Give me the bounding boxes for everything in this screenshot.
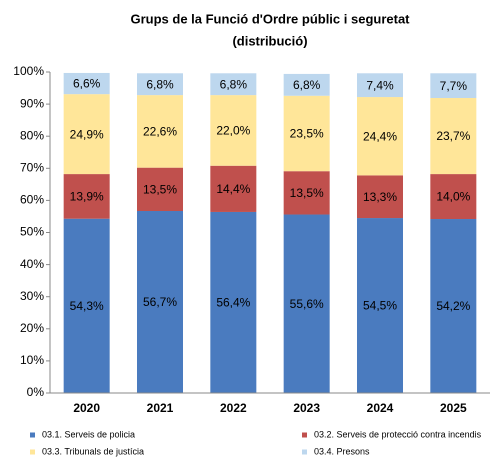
data-label: 6,6% xyxy=(73,77,101,91)
bar-segment xyxy=(210,211,257,393)
legend-swatch xyxy=(30,432,35,438)
x-tick-label: 2020 xyxy=(73,401,100,415)
data-label: 23,7% xyxy=(436,129,470,143)
bar-segment xyxy=(137,73,183,96)
x-tick-label: 2023 xyxy=(293,401,320,415)
data-label: 13,3% xyxy=(363,190,397,204)
y-tick-label: 60% xyxy=(20,193,44,207)
y-tick-label: 0% xyxy=(27,385,45,399)
bar-segment xyxy=(63,94,110,175)
data-label: 54,5% xyxy=(363,299,397,313)
data-label: 24,9% xyxy=(70,127,104,141)
y-tick-label: 50% xyxy=(20,225,44,239)
bar-segment xyxy=(210,73,257,96)
y-tick-label: 10% xyxy=(20,353,44,367)
data-label: 54,3% xyxy=(70,299,104,313)
bar-segment xyxy=(137,167,183,211)
bar-segment xyxy=(357,175,403,219)
data-label: 56,7% xyxy=(143,295,177,309)
data-label: 22,0% xyxy=(216,124,250,138)
data-label: 14,0% xyxy=(436,190,470,204)
data-label: 56,4% xyxy=(216,296,250,310)
bar-segment xyxy=(430,174,477,220)
bar-segment xyxy=(357,218,403,393)
bar-segment xyxy=(63,174,110,219)
legend-label: 03.1. Serveis de policia xyxy=(42,429,135,439)
legend-label: 03.2. Serveis de protecció contra incend… xyxy=(314,429,482,439)
bar-segment xyxy=(430,219,477,393)
legend-label: 03.4. Presons xyxy=(314,446,370,456)
legend-swatch xyxy=(30,449,35,455)
data-label: 13,9% xyxy=(70,190,104,204)
data-label: 6,8% xyxy=(146,77,174,91)
y-tick-label: 100% xyxy=(13,64,44,78)
bar-segment xyxy=(357,97,403,176)
bar-segment xyxy=(283,214,330,393)
y-tick-label: 80% xyxy=(20,128,44,142)
data-label: 55,6% xyxy=(290,297,324,311)
bar-segment xyxy=(283,171,330,215)
chart-title: Grups de la Funció d'Ordre públic i segu… xyxy=(130,11,410,26)
legend-swatch xyxy=(302,449,307,455)
bar-segment xyxy=(63,218,110,393)
x-tick-label: 2021 xyxy=(147,401,174,415)
data-label: 22,6% xyxy=(143,125,177,139)
y-tick-label: 70% xyxy=(20,160,44,174)
y-tick-label: 30% xyxy=(20,289,44,303)
y-tick-label: 20% xyxy=(20,321,44,335)
bar-segment xyxy=(210,165,257,212)
data-label: 6,8% xyxy=(220,77,248,91)
bar-segment xyxy=(63,72,110,95)
data-label: 13,5% xyxy=(290,186,324,200)
x-tick-label: 2022 xyxy=(220,401,247,415)
legend-swatch xyxy=(302,432,307,438)
bar-segment xyxy=(283,95,330,172)
bar-segment xyxy=(210,95,257,166)
data-label: 13,5% xyxy=(143,182,177,196)
x-tick-label: 2025 xyxy=(440,401,467,415)
bar-segment xyxy=(283,73,330,96)
y-tick-label: 40% xyxy=(20,257,44,271)
data-label: 14,4% xyxy=(216,182,250,196)
legend-label: 03.3. Tribunals de justícia xyxy=(42,446,144,456)
data-label: 6,8% xyxy=(293,78,321,92)
data-label: 7,7% xyxy=(440,79,468,93)
bar-segment xyxy=(137,95,183,168)
data-label: 24,4% xyxy=(363,129,397,143)
bar-segment xyxy=(137,210,183,393)
data-label: 23,5% xyxy=(290,127,324,141)
chart-subtitle: (distribució) xyxy=(232,33,307,48)
bar-segment xyxy=(357,73,403,98)
data-label: 54,2% xyxy=(436,299,470,313)
y-tick-label: 90% xyxy=(20,96,44,110)
data-label: 7,4% xyxy=(366,78,394,92)
bar-segment xyxy=(430,73,477,99)
bar-segment xyxy=(430,98,477,175)
x-tick-label: 2024 xyxy=(367,401,394,415)
